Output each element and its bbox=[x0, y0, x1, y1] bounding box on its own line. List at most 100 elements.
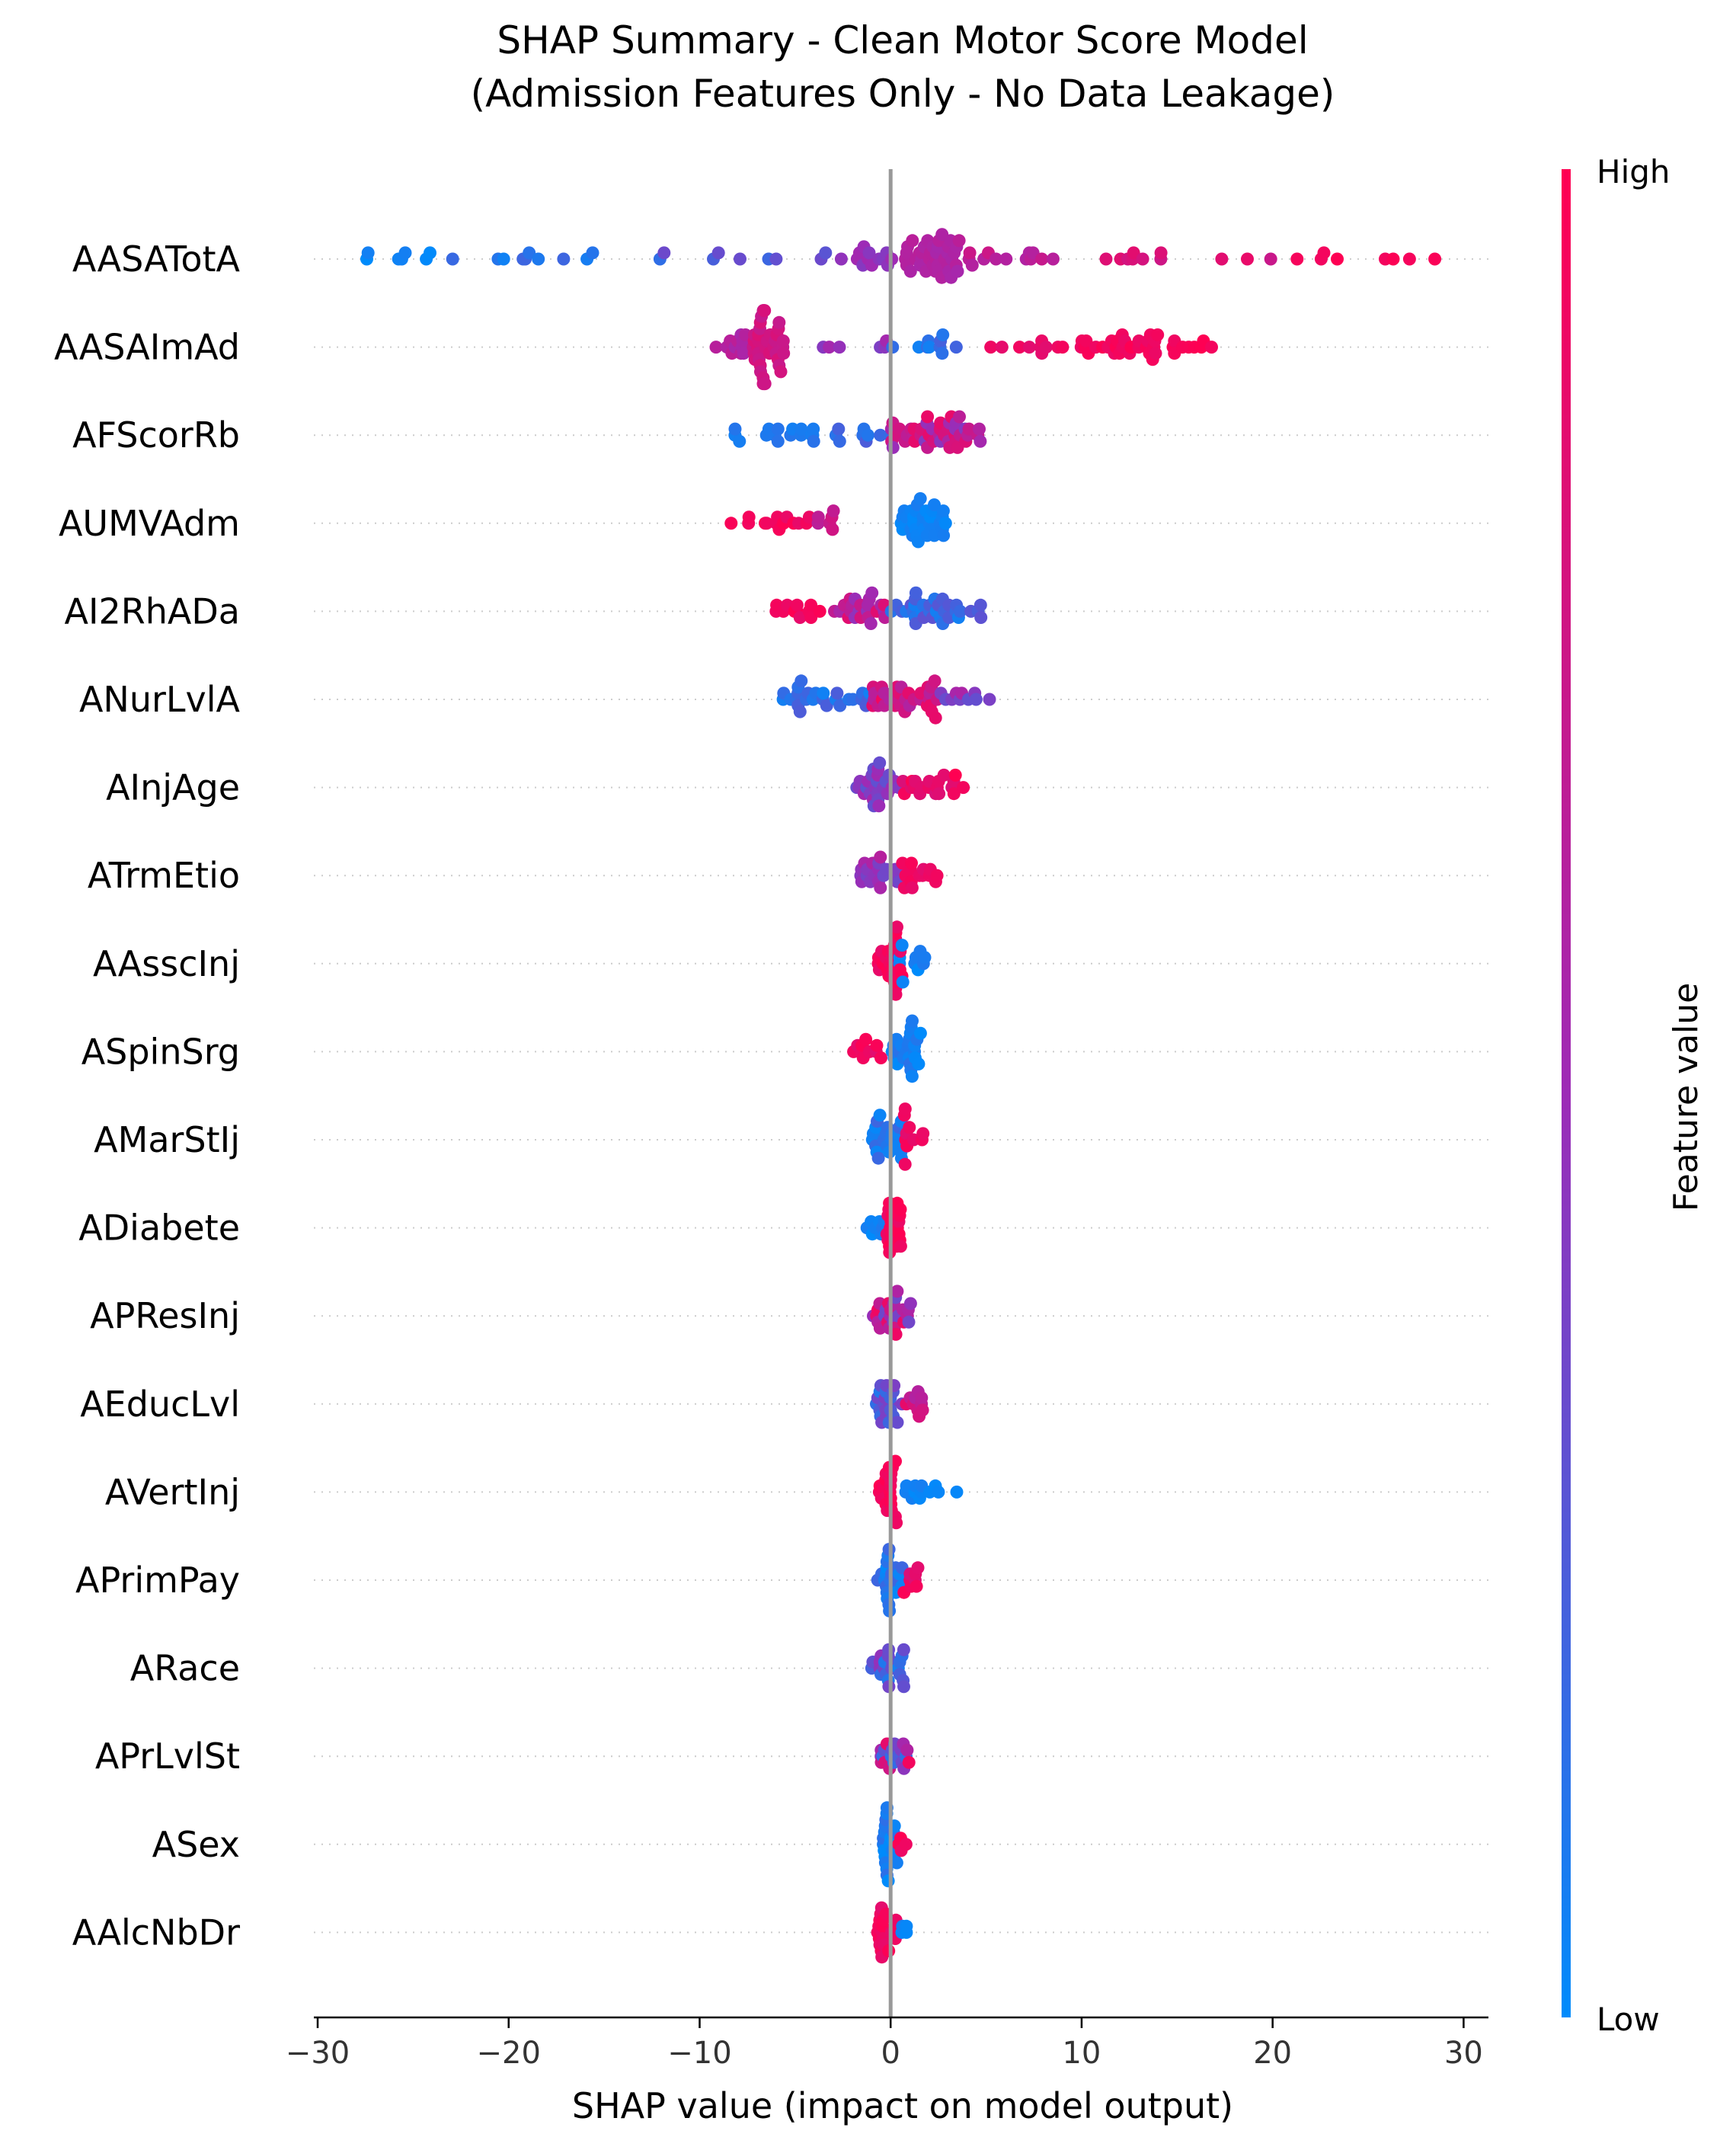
point-afscorrb-23 bbox=[874, 428, 887, 442]
point-apresinj-18 bbox=[890, 1285, 904, 1298]
point-aasatota-94 bbox=[1099, 252, 1113, 266]
point-afscorrb-68 bbox=[973, 422, 986, 436]
point-aspinsrg-33 bbox=[913, 1026, 927, 1040]
point-aasscinj-20 bbox=[890, 920, 903, 934]
point-aeduclvl-31 bbox=[916, 1403, 929, 1417]
point-aasatota-92 bbox=[1035, 252, 1049, 266]
point-avertinj-32 bbox=[932, 1485, 945, 1499]
feature-label-aeduclvl: AEducLvl bbox=[80, 1384, 240, 1425]
point-aeduclvl-30 bbox=[915, 1391, 929, 1405]
point-afscorrb-17 bbox=[832, 422, 846, 436]
point-aasaimad-69 bbox=[1022, 341, 1036, 354]
point-aasaimad-79 bbox=[1079, 334, 1093, 347]
point-aasaimad-67 bbox=[995, 341, 1009, 354]
feature-label-avertinj: AVertInj bbox=[105, 1471, 240, 1512]
point-anurlvla-7 bbox=[793, 705, 807, 718]
point-aasaimad-0 bbox=[709, 341, 723, 354]
point-aasaimad-10 bbox=[737, 347, 750, 360]
point-ai2rhada-29 bbox=[864, 617, 878, 630]
feature-label-arace: ARace bbox=[130, 1648, 240, 1689]
x-tick-label-0: −30 bbox=[286, 2036, 350, 2071]
point-aprlvlst-19 bbox=[902, 1755, 916, 1769]
point-aasatota-98 bbox=[1127, 246, 1140, 260]
point-aasatota-1 bbox=[361, 246, 375, 260]
point-aumvadm-47 bbox=[928, 498, 941, 512]
point-asex-12 bbox=[881, 1874, 895, 1888]
point-aasatota-93 bbox=[1047, 252, 1060, 266]
point-aasscinj-19 bbox=[889, 987, 903, 1001]
point-aasatota-101 bbox=[1154, 246, 1168, 260]
point-ainjage-39 bbox=[932, 787, 946, 801]
point-aspinsrg-27 bbox=[906, 1014, 919, 1028]
point-aasatota-107 bbox=[1317, 246, 1331, 260]
point-aasatota-33 bbox=[862, 246, 876, 260]
point-amarstij-25 bbox=[898, 1157, 912, 1171]
point-aasatota-21 bbox=[734, 252, 747, 266]
feature-label-aalcnbdr: AAlcNbDr bbox=[72, 1912, 240, 1953]
feature-label-afscorrb: AFScorRb bbox=[72, 414, 240, 456]
point-aasaimad-65 bbox=[949, 341, 963, 354]
point-afscorrb-6 bbox=[771, 422, 785, 436]
point-aasaimad-46 bbox=[774, 365, 788, 379]
x-axis: −30 −20 −10 0 10 20 30 bbox=[286, 2016, 1488, 2071]
point-aprimpay-29 bbox=[911, 1561, 925, 1575]
point-aasaimad-56 bbox=[886, 341, 900, 354]
point-aasaimad-32 bbox=[758, 304, 772, 318]
point-aumvadm-15 bbox=[811, 510, 825, 524]
x-tick-label-6: 30 bbox=[1444, 2036, 1483, 2071]
point-aasatota-26 bbox=[834, 252, 848, 266]
point-aasaimad-113 bbox=[1205, 341, 1218, 354]
point-ainjage-44 bbox=[948, 768, 962, 782]
point-aalcnbdr-23 bbox=[900, 1919, 913, 1933]
point-aasatota-111 bbox=[1402, 252, 1416, 266]
point-atrmetio-13 bbox=[874, 850, 887, 864]
colorbar-high-label: High bbox=[1597, 153, 1670, 190]
point-aasatota-80 bbox=[952, 234, 966, 248]
point-asex-23 bbox=[899, 1838, 913, 1851]
point-ai2rhada-6 bbox=[790, 598, 804, 612]
point-aumvadm-18 bbox=[826, 523, 839, 536]
point-aasaimad-103 bbox=[1149, 347, 1162, 360]
point-aasatota-110 bbox=[1386, 252, 1400, 266]
point-afscorrb-2 bbox=[733, 434, 747, 448]
point-afscorrb-15 bbox=[807, 434, 820, 448]
point-aasaimad-63 bbox=[935, 347, 949, 360]
feature-label-atrmetio: ATrmEtio bbox=[88, 855, 240, 896]
point-aeduclvl-20 bbox=[890, 1416, 904, 1429]
point-aasatota-82 bbox=[963, 246, 977, 260]
point-aasaimad-51 bbox=[823, 341, 836, 354]
point-afscorrb-28 bbox=[886, 440, 900, 454]
point-ai2rhada-30 bbox=[865, 586, 879, 600]
point-aumvadm-0 bbox=[724, 517, 738, 530]
point-ai2rhada-7 bbox=[793, 611, 807, 624]
point-ainjage-18 bbox=[873, 756, 887, 769]
point-anurlvla-68 bbox=[969, 693, 983, 706]
point-aasaimad-73 bbox=[1039, 341, 1053, 354]
point-aasatota-20 bbox=[711, 246, 725, 260]
point-aasatota-13 bbox=[532, 252, 545, 266]
point-aasaimad-60 bbox=[922, 341, 936, 354]
point-ainjage-17 bbox=[872, 799, 886, 813]
point-aumvadm-52 bbox=[937, 529, 951, 542]
point-aprlvlst-18 bbox=[900, 1743, 914, 1757]
point-aumvadm-4 bbox=[760, 517, 773, 530]
point-afscorrb-11 bbox=[794, 422, 808, 436]
point-asex-19 bbox=[890, 1856, 903, 1870]
point-arace-21 bbox=[897, 1680, 910, 1694]
point-ainjage-45 bbox=[957, 781, 970, 795]
feature-label-aprlvlst: APrLvlSt bbox=[95, 1736, 240, 1777]
point-aasaimad-75 bbox=[1056, 341, 1069, 354]
point-afscorrb-42 bbox=[921, 410, 935, 424]
point-aasaimad-49 bbox=[777, 347, 791, 360]
point-afscorrb-1 bbox=[728, 422, 742, 436]
feature-label-ainjage: AInjAge bbox=[106, 767, 240, 808]
point-aasatota-16 bbox=[586, 246, 599, 260]
point-aasscinj-33 bbox=[918, 951, 932, 965]
feature-label-adiabete: ADiabete bbox=[78, 1208, 240, 1249]
colorbar-title: Feature value bbox=[1667, 983, 1706, 1211]
point-aasaimad-64 bbox=[936, 328, 950, 341]
point-atrmetio-27 bbox=[905, 856, 918, 870]
feature-label-amarstij: AMarStIj bbox=[94, 1119, 240, 1160]
feature-label-aasaimad: AASAImAd bbox=[54, 327, 240, 368]
point-aasatota-112 bbox=[1428, 252, 1442, 266]
